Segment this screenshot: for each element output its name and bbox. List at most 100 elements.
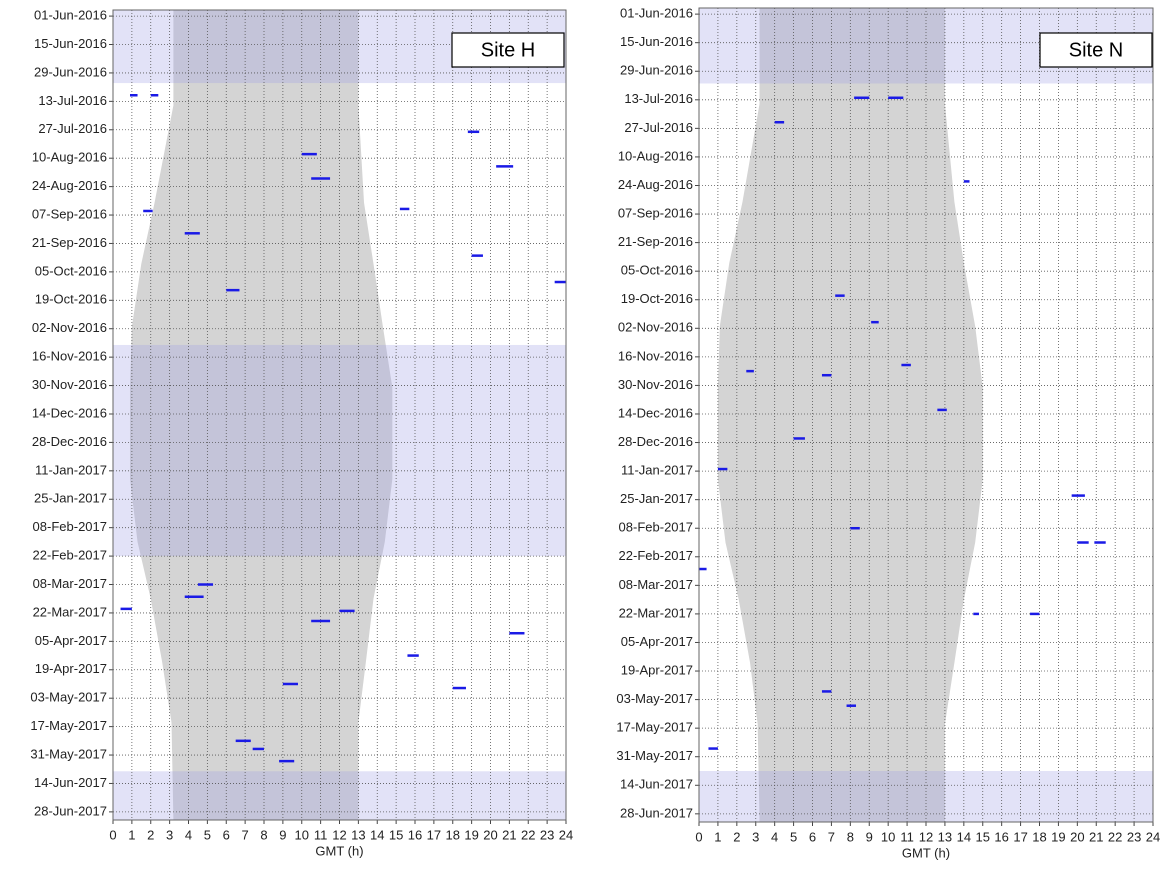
x-tick-label: 14 [370, 827, 384, 842]
y-tick-label: 10-Aug-2016 [32, 150, 107, 165]
y-tick-label: 01-Jun-2016 [34, 8, 107, 23]
y-tick-label: 30-Nov-2016 [32, 377, 107, 392]
y-tick-label: 08-Feb-2017 [33, 519, 107, 534]
x-tick-label: 19 [464, 827, 478, 842]
x-tick-label: 18 [1032, 829, 1046, 844]
x-tick-label: 22 [1108, 829, 1122, 844]
y-tick-label: 13-Jul-2016 [624, 91, 693, 106]
x-tick-label: 4 [185, 827, 192, 842]
x-tick-label: 2 [147, 827, 154, 842]
y-tick-label: 10-Aug-2016 [618, 148, 693, 163]
y-tick-label: 03-May-2017 [30, 690, 107, 705]
x-tick-label: 3 [166, 827, 173, 842]
x-tick-label: 12 [919, 829, 933, 844]
x-tick-label: 1 [714, 829, 721, 844]
x-tick-label: 23 [1127, 829, 1141, 844]
x-tick-label: 17 [1013, 829, 1027, 844]
y-tick-label: 24-Aug-2016 [32, 178, 107, 193]
x-tick-label: 20 [483, 827, 497, 842]
x-tick-label: 2 [733, 829, 740, 844]
y-tick-label: 07-Sep-2016 [32, 206, 107, 221]
y-tick-label: 29-Jun-2016 [620, 63, 693, 78]
y-tick-label: 31-May-2017 [30, 746, 107, 761]
y-tick-label: 16-Nov-2016 [618, 348, 693, 363]
y-tick-label: 19-Apr-2017 [621, 662, 693, 677]
x-tick-label: 19 [1051, 829, 1065, 844]
y-tick-label: 03-May-2017 [616, 691, 693, 706]
chart-title: Site H [481, 39, 535, 61]
y-tick-label: 05-Oct-2016 [621, 263, 693, 278]
title-box [1039, 32, 1153, 68]
x-tick-label: 23 [540, 827, 554, 842]
y-tick-label: 08-Mar-2017 [619, 577, 693, 592]
y-tick-label: 07-Sep-2016 [618, 205, 693, 220]
y-tick-label: 28-Jun-2017 [620, 805, 693, 820]
x-tick-label: 6 [223, 827, 230, 842]
x-tick-label: 24 [1146, 829, 1160, 844]
y-tick-label: 25-Jan-2017 [620, 491, 693, 506]
x-tick-label: 6 [809, 829, 816, 844]
plot-frame [112, 9, 567, 821]
x-tick-label: 21 [502, 827, 516, 842]
y-tick-label: 27-Jul-2016 [624, 120, 693, 135]
x-tick-label: 11 [314, 827, 328, 842]
chart-title: Site N [1069, 39, 1123, 61]
x-tick-label: 1 [128, 827, 135, 842]
y-tick-label: 17-May-2017 [616, 720, 693, 735]
x-tick-label: 10 [881, 829, 895, 844]
y-tick-label: 15-Jun-2016 [34, 36, 107, 51]
x-tick-label: 8 [847, 829, 854, 844]
plot-frame [698, 7, 1154, 823]
night-area [129, 10, 393, 820]
x-tick-label: 20 [1070, 829, 1084, 844]
x-tick-label: 22 [521, 827, 535, 842]
x-tick-label: 11 [900, 829, 914, 844]
x-tick-label: 5 [790, 829, 797, 844]
y-tick-label: 02-Nov-2016 [618, 320, 693, 335]
y-tick-label: 19-Apr-2017 [35, 661, 107, 676]
y-tick-label: 01-Jun-2016 [620, 6, 693, 21]
y-tick-label: 14-Jun-2017 [34, 775, 107, 790]
no-data-band [699, 770, 1153, 822]
x-tick-label: 13 [351, 827, 365, 842]
y-tick-label: 19-Oct-2016 [35, 292, 107, 307]
x-tick-label: 8 [260, 827, 267, 842]
x-tick-label: 24 [559, 827, 573, 842]
x-tick-label: 17 [427, 827, 441, 842]
y-tick-label: 22-Mar-2017 [619, 605, 693, 620]
y-tick-label: 14-Dec-2016 [32, 405, 107, 420]
y-tick-label: 28-Dec-2016 [32, 434, 107, 449]
y-tick-label: 15-Jun-2016 [620, 34, 693, 49]
x-tick-label: 0 [109, 827, 116, 842]
y-tick-label: 11-Jan-2017 [35, 462, 107, 477]
x-tick-label: 3 [752, 829, 759, 844]
y-tick-label: 14-Jun-2017 [620, 777, 693, 792]
y-tick-label: 19-Oct-2016 [621, 291, 693, 306]
y-tick-label: 30-Nov-2016 [618, 377, 693, 392]
y-tick-label: 22-Mar-2017 [33, 604, 107, 619]
y-tick-label: 27-Jul-2016 [38, 121, 107, 136]
y-tick-label: 02-Nov-2016 [32, 320, 107, 335]
y-tick-label: 29-Jun-2016 [34, 64, 107, 79]
x-tick-label: 21 [1089, 829, 1103, 844]
y-tick-label: 24-Aug-2016 [618, 177, 693, 192]
y-tick-label: 31-May-2017 [616, 748, 693, 763]
y-tick-label: 05-Oct-2016 [35, 263, 107, 278]
x-tick-label: 13 [938, 829, 952, 844]
y-tick-label: 21-Sep-2016 [32, 235, 107, 250]
x-tick-label: 16 [994, 829, 1008, 844]
x-tick-label: 12 [332, 827, 346, 842]
x-tick-label: 14 [957, 829, 971, 844]
y-tick-label: 08-Feb-2017 [619, 520, 693, 535]
y-tick-label: 28-Dec-2016 [618, 434, 693, 449]
x-tick-label: 15 [976, 829, 990, 844]
x-axis-label: GMT (h) [902, 845, 950, 860]
y-tick-label: 25-Jan-2017 [34, 491, 107, 506]
x-tick-label: 7 [828, 829, 835, 844]
x-tick-label: 7 [242, 827, 249, 842]
y-tick-label: 21-Sep-2016 [618, 234, 693, 249]
x-tick-label: 0 [695, 829, 702, 844]
x-axis-label: GMT (h) [315, 843, 363, 858]
y-tick-label: 11-Jan-2017 [621, 463, 693, 478]
